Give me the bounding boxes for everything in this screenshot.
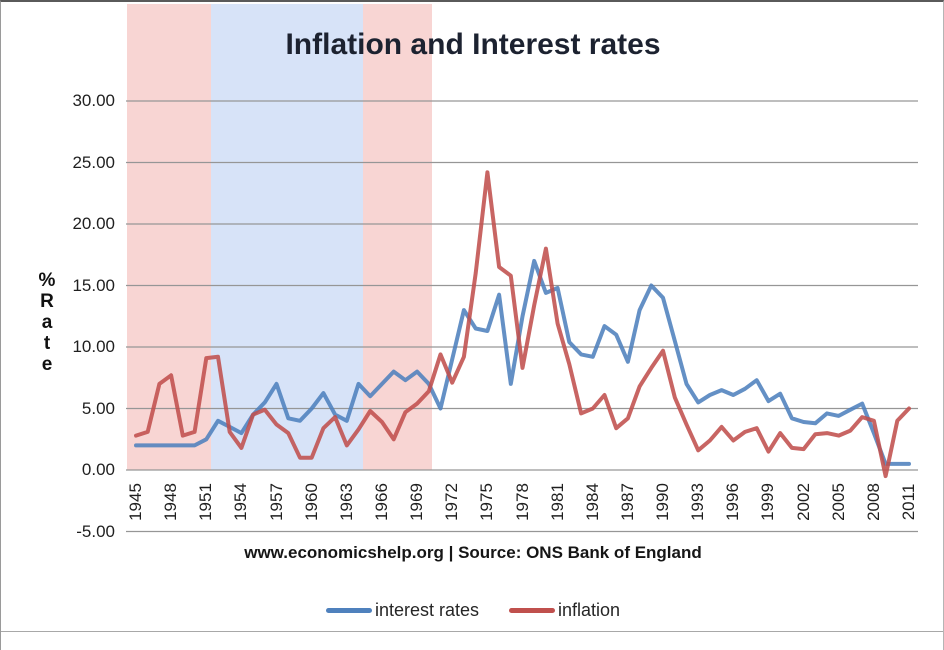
y-tick-label: -5.00 xyxy=(76,521,115,541)
shaded-band xyxy=(210,4,364,470)
interest-rates-swatch xyxy=(325,608,372,613)
y-tick-label: 10.00 xyxy=(72,337,115,356)
x-tick-label: 2005 xyxy=(828,483,848,521)
x-tick-label: 1999 xyxy=(758,483,778,521)
x-tick-label: 1990 xyxy=(653,483,673,521)
x-tick-label: 2011 xyxy=(899,483,918,521)
x-tick-label: 1945 xyxy=(126,483,145,521)
x-tick-label: 1957 xyxy=(266,483,286,521)
x-tick-label: 1987 xyxy=(617,483,637,521)
y-tick-label: 30.00 xyxy=(72,91,115,110)
x-tick-label: 1951 xyxy=(196,483,216,521)
x-tick-label: 1993 xyxy=(688,483,708,521)
x-tick-label: 1963 xyxy=(336,483,356,521)
bottom-border-rule xyxy=(1,631,943,632)
x-tick-label: 2008 xyxy=(863,483,883,521)
y-axis-label-char: t xyxy=(43,333,51,354)
x-tick-label: 1972 xyxy=(442,483,462,521)
x-tick-label: 1975 xyxy=(477,483,497,521)
x-tick-label: 1954 xyxy=(231,483,251,521)
x-tick-label: 1981 xyxy=(547,483,567,521)
legend-item-inflation: inflation xyxy=(509,600,620,621)
y-axis-label-char: R xyxy=(40,291,54,312)
y-tick-label: 25.00 xyxy=(72,152,115,172)
x-tick-label: 2002 xyxy=(793,483,813,521)
y-axis-label-char: a xyxy=(41,312,53,333)
shaded-band xyxy=(126,4,211,470)
x-tick-label: 1969 xyxy=(407,483,427,521)
source-note: www.economicshelp.org | Source: ONS Bank… xyxy=(244,543,702,562)
inflation-line xyxy=(134,170,911,479)
y-axis-label-char: e xyxy=(41,354,53,375)
legend: interest rates inflation xyxy=(1,600,943,621)
y-tick-label: 0.00 xyxy=(81,460,115,479)
legend-label-inflation: inflation xyxy=(558,600,621,620)
x-tick-label: 1978 xyxy=(512,483,532,521)
legend-item-interest-rates: interest rates xyxy=(325,600,479,621)
y-tick-label: 5.00 xyxy=(81,398,115,418)
y-tick-label: 20.00 xyxy=(72,214,115,233)
y-axis-label-char: % xyxy=(38,270,56,291)
interest-rates-line xyxy=(134,258,911,466)
x-tick-label: 1984 xyxy=(582,483,602,521)
inflation-swatch xyxy=(509,608,555,613)
x-tick-label: 1960 xyxy=(301,483,321,521)
x-tick-label: 1948 xyxy=(161,483,181,521)
legend-label-interest-rates: interest rates xyxy=(374,600,479,620)
x-tick-label: 1966 xyxy=(371,483,391,521)
chart-title: Inflation and Interest rates xyxy=(285,28,661,61)
y-tick-label: 15.00 xyxy=(72,275,115,295)
x-tick-label: 1996 xyxy=(723,483,743,521)
